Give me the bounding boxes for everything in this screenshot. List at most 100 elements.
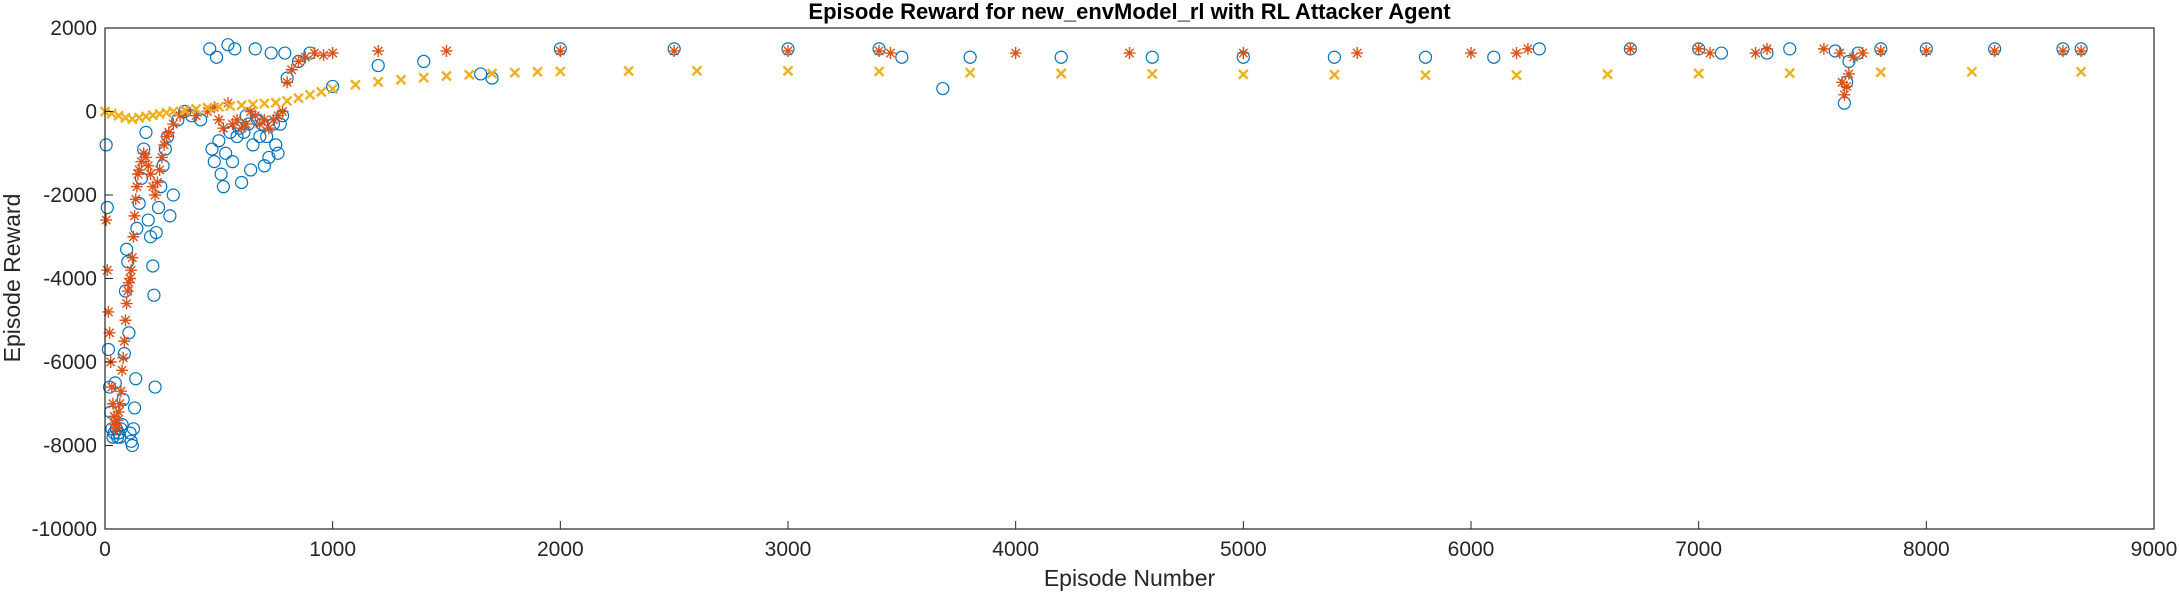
x-tick-label: 4000 [992,538,1039,561]
data-point [782,65,794,77]
x-tick-label: 5000 [1220,538,1267,561]
data-point [1237,47,1250,60]
data-point [125,438,139,453]
data-point [1875,66,1887,78]
data-point [105,381,118,394]
data-point [166,188,180,202]
data-point [253,129,267,144]
data-point [285,63,298,76]
data-point [1874,44,1887,57]
data-point [1833,47,1846,60]
data-point [132,196,146,210]
x-tick-label: 0 [99,538,111,561]
data-point [1237,68,1249,80]
y-axis-label: Episode Reward [0,194,25,363]
x-axis-label: Episode Number [1044,565,1216,591]
data-point [151,176,164,189]
data-point [141,213,155,227]
data-point [112,406,125,419]
data-point [1847,51,1860,64]
x-tick-label: 7000 [1675,538,1722,561]
data-point [1783,42,1797,56]
data-point [230,129,244,144]
data-point [202,102,213,114]
data-point [190,103,202,115]
data-point [1055,68,1067,79]
data-point [194,113,208,127]
data-point [1966,66,1978,78]
data-point [225,155,240,169]
data-point [130,180,143,193]
data-point [1749,47,1762,60]
data-point [167,118,180,131]
data-point [532,66,543,78]
data-point [1842,67,1855,80]
x-tick-label: 2000 [537,538,584,561]
data-point [212,113,225,126]
data-point [1487,50,1501,64]
data-point [100,200,114,215]
data-point [554,44,567,57]
x-tick-label: 8000 [1903,538,1950,561]
data-point [884,47,897,60]
data-point [135,155,148,168]
data-point [463,69,475,81]
data-point [244,163,258,177]
data-point [1465,47,1477,60]
data-point [264,46,278,60]
data-point [118,335,131,348]
data-point [103,326,116,339]
data-point [247,99,259,110]
y-tick-label: 2000 [50,17,97,40]
data-point [160,130,173,143]
data-point [1418,50,1433,64]
data-point [1704,47,1717,60]
data-point [163,209,177,223]
data-point [126,251,139,264]
data-point [132,168,145,181]
data-point [267,113,280,126]
data-point [293,92,304,104]
data-point [440,44,453,57]
data-point [122,326,136,340]
data-point [281,95,293,107]
data-point [1420,69,1431,81]
data-point [146,259,160,273]
data-point [1836,76,1849,89]
data-point [1123,47,1136,60]
data-point [1692,42,1705,55]
data-point [1054,50,1068,64]
data-point [317,49,330,62]
data-point [126,422,141,436]
data-point [509,67,521,79]
data-point [1842,54,1856,69]
data-point [1327,50,1342,64]
data-point [1856,47,1869,60]
data-point [146,180,159,193]
data-point [292,55,305,68]
data-point [133,163,146,176]
data-point [246,138,260,152]
data-point [114,385,127,398]
data-point [2056,44,2069,57]
data-point [109,418,122,431]
data-point [269,138,283,152]
y-axis-ticks: -10000 -8000 -6000 -4000 -2000 0 2000 [32,17,113,541]
data-point [326,47,339,60]
data-point [122,276,135,289]
data-point [258,113,271,126]
data-point [101,264,114,277]
data-point [873,44,886,57]
data-point [1351,47,1364,60]
data-point [156,159,170,173]
data-point [120,297,133,310]
x-axis-ticks: 0 1000 2000 3000 4000 5000 6000 7000 8000 9000 [99,521,2177,561]
data-point [1009,47,1022,60]
data-point [395,74,407,86]
data-point [228,42,242,56]
data-point [327,83,339,95]
data-point [174,109,187,122]
data-point [299,51,312,64]
x-tick-label: 9000 [2131,538,2178,561]
data-point [205,142,219,156]
